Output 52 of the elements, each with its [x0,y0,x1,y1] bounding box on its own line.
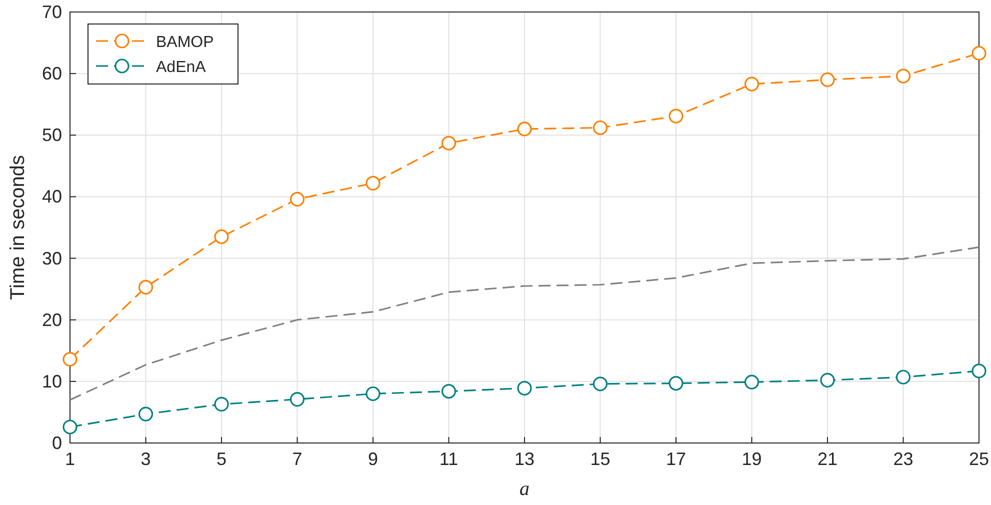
x-tick-label: 3 [140,449,151,469]
x-tick-label: 17 [666,449,686,469]
x-axis-title: a [520,478,530,500]
y-tick-label: 0 [52,433,62,453]
point [592,120,608,136]
point [366,176,380,190]
y-tick-label: 20 [42,310,62,330]
point [366,386,380,402]
x-tick-label: 5 [216,449,227,469]
point [896,370,911,384]
x-tick-label: 25 [968,449,990,469]
point [744,76,760,92]
point [517,380,532,396]
line-series [69,246,980,401]
x-tick-label: 19 [742,449,762,469]
y-axis-title: Time in seconds [7,155,29,300]
y-tick-label: 60 [42,64,62,84]
point [592,376,608,392]
y-tick-label: 30 [42,248,62,268]
point [972,364,986,378]
x-tick-label: 21 [817,449,838,469]
point [972,46,986,61]
x-tick-label: 11 [439,449,458,469]
point [62,420,78,434]
point [138,280,154,295]
point [290,392,305,407]
x-tick-label: 7 [292,449,302,469]
point [290,192,305,206]
point [517,122,532,136]
x-tick-label: 23 [893,449,914,469]
point [441,136,456,150]
point [138,406,154,422]
point [820,372,835,388]
point [214,396,229,412]
x-tick-label: 1 [64,449,76,469]
point [744,374,760,390]
point [896,68,911,84]
y-tick-label: 10 [42,371,62,392]
point [441,384,456,399]
y-tick-label: 70 [42,2,62,22]
point [668,108,684,124]
point [62,352,78,367]
y-tick-label: 50 [42,125,62,146]
point [820,72,835,88]
point [214,229,229,244]
x-tick-label: 13 [514,449,535,469]
legend-label: BAMOP [156,34,214,51]
x-tick-label: 9 [368,449,378,469]
y-tick-label: 40 [42,186,62,207]
x-tick-label: 15 [590,449,610,469]
point [668,376,684,391]
legend-label: AdEnA [156,59,206,76]
